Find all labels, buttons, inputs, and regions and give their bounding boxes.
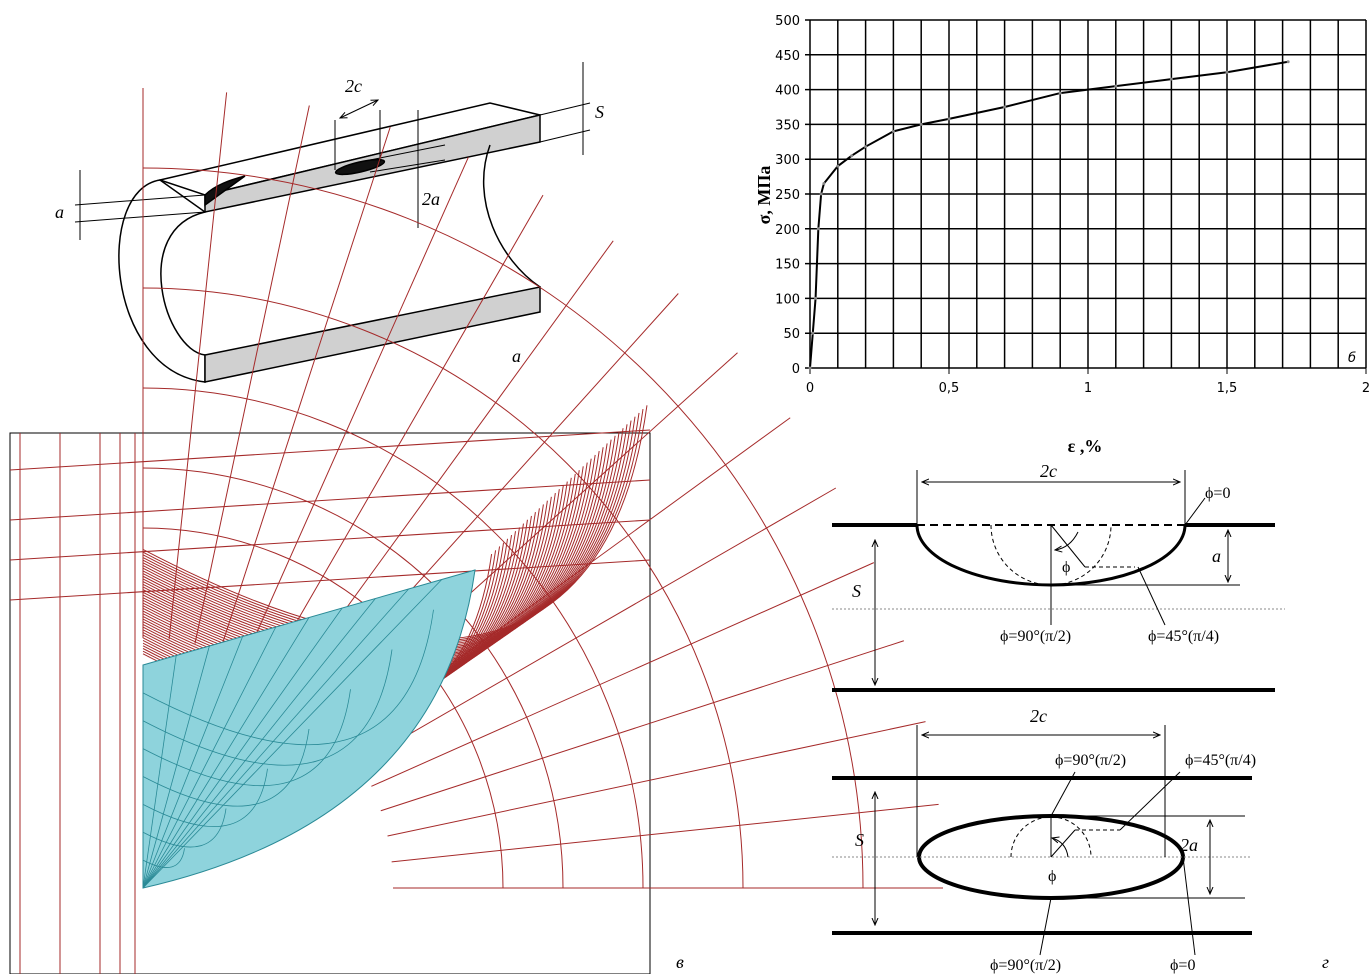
data-point	[817, 227, 820, 230]
label: a	[55, 202, 64, 222]
label: S	[852, 581, 861, 601]
data-point	[850, 154, 853, 157]
data-point	[892, 130, 895, 133]
data-point	[920, 123, 923, 126]
data-point	[1059, 92, 1062, 95]
y-tick-label: 500	[775, 14, 800, 29]
stress-strain-chart: 0 50 100 150 200 250 300 350 400 450 500 0 0,5 1 1,5 2	[775, 14, 1370, 396]
label: 2a	[422, 189, 440, 209]
y-axis-label: σ, МПа	[754, 166, 774, 225]
label: a	[1212, 546, 1221, 566]
panel-label: а	[512, 346, 521, 366]
data-point	[814, 297, 817, 300]
data-point	[809, 367, 812, 370]
bottom-front	[205, 287, 540, 382]
label: ϕ=90°(π/2)	[1000, 628, 1071, 645]
x-tick-label: 1	[1084, 381, 1092, 396]
panel-label: б	[1348, 351, 1356, 366]
data-point	[811, 332, 814, 335]
panel-label: в	[676, 952, 684, 972]
data-point	[1114, 85, 1117, 88]
label: ϕ=45°(π/4)	[1185, 752, 1256, 769]
data-point	[1287, 60, 1290, 63]
label: ϕ	[1062, 559, 1070, 576]
y-tick-label: 450	[775, 49, 800, 64]
y-tick-label: 300	[775, 153, 800, 168]
y-tick-label: 0	[792, 362, 800, 377]
data-point	[1226, 71, 1229, 74]
data-point	[864, 145, 867, 148]
x-tick-label: 2	[1362, 381, 1370, 396]
pipe-end	[119, 180, 205, 382]
label: 2a	[1180, 835, 1198, 855]
y-tick-label: 350	[775, 118, 800, 133]
panel-label: г	[1322, 952, 1329, 972]
data-line	[810, 62, 1288, 368]
label: S	[595, 102, 604, 122]
y-tick-label: 150	[775, 258, 800, 273]
label: ϕ=0	[1205, 485, 1230, 502]
label: ϕ=90°(π/2)	[1055, 752, 1126, 769]
label: 2c	[345, 76, 362, 96]
data-point	[1003, 106, 1006, 109]
data-point	[948, 117, 951, 120]
data-point	[1170, 78, 1173, 81]
pipe-diagram	[75, 62, 590, 382]
label: ϕ=90°(π/2)	[990, 957, 1061, 974]
y-tick-label: 100	[775, 292, 800, 307]
label: ϕ=45°(π/4)	[1148, 628, 1219, 645]
y-tick-label: 200	[775, 223, 800, 238]
data-point	[836, 165, 839, 168]
semi-elliptical-crack	[832, 470, 1285, 690]
label: S	[855, 830, 864, 850]
x-tick-label: 0	[806, 381, 814, 396]
data-point	[822, 182, 825, 185]
x-tick-label: 1,5	[1217, 381, 1238, 396]
label: ϕ=0	[1170, 957, 1195, 974]
x-axis-label: ε ,%	[1068, 436, 1103, 456]
label: 2c	[1030, 706, 1047, 726]
label: 2c	[1040, 461, 1057, 481]
label: ϕ	[1048, 868, 1056, 885]
data-point	[820, 193, 823, 196]
y-tick-label: 250	[775, 188, 800, 203]
y-tick-label: 50	[783, 327, 800, 342]
x-tick-label: 0,5	[939, 381, 960, 396]
figure: 2c S a 2a а 0501001502002503003504004505…	[0, 0, 1371, 974]
y-tick-label: 400	[775, 84, 800, 99]
